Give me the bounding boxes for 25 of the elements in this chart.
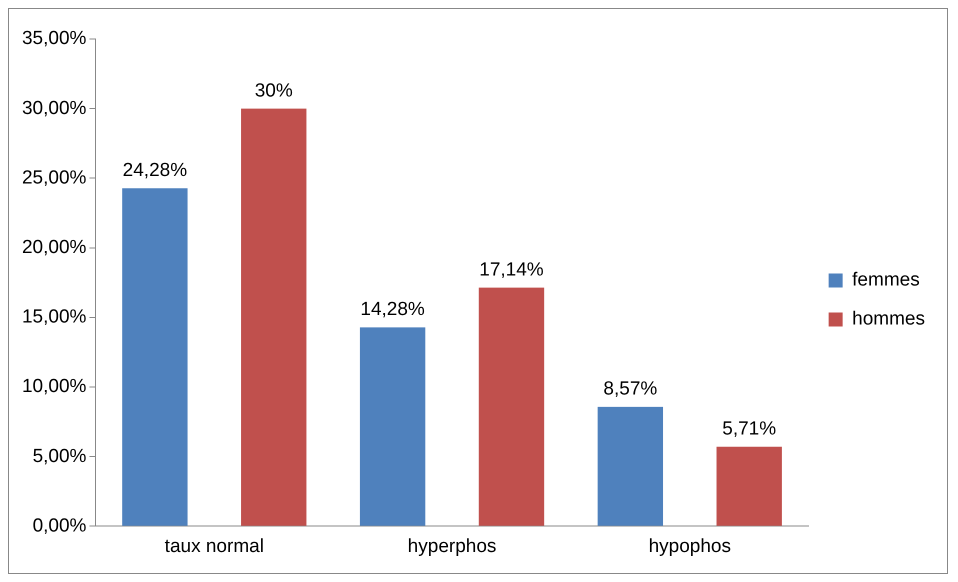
y-tick-label: 15,00% (22, 306, 87, 328)
bar (360, 327, 426, 526)
x-tick-label: taux normal (164, 536, 264, 557)
x-tick-label: hyperphos (408, 536, 496, 557)
legend-label: hommes (852, 308, 926, 330)
y-tick-label: 10,00% (22, 376, 87, 398)
x-tick-label: hypophos (648, 536, 731, 557)
bar (241, 108, 306, 526)
y-tick-label: 25,00% (22, 167, 87, 188)
bar (716, 446, 782, 526)
y-tick-label: 30,00% (22, 98, 87, 119)
bar (478, 288, 544, 526)
y-tick-label: 20,00% (22, 237, 87, 258)
bar (122, 188, 188, 526)
bar (598, 406, 664, 526)
y-tick-label: 5,00% (32, 446, 87, 467)
data-label: 8,57% (603, 378, 658, 400)
data-label: 5,71% (722, 418, 776, 440)
data-label: 17,14% (479, 259, 544, 280)
data-label: 30% (254, 80, 293, 102)
data-label: 24,28% (122, 160, 188, 181)
y-tick-label: 35,00% (22, 28, 87, 50)
y-tick-label: 0,00% (32, 515, 87, 536)
data-label: 14,28% (360, 299, 425, 320)
legend-label: femmes (852, 270, 920, 291)
